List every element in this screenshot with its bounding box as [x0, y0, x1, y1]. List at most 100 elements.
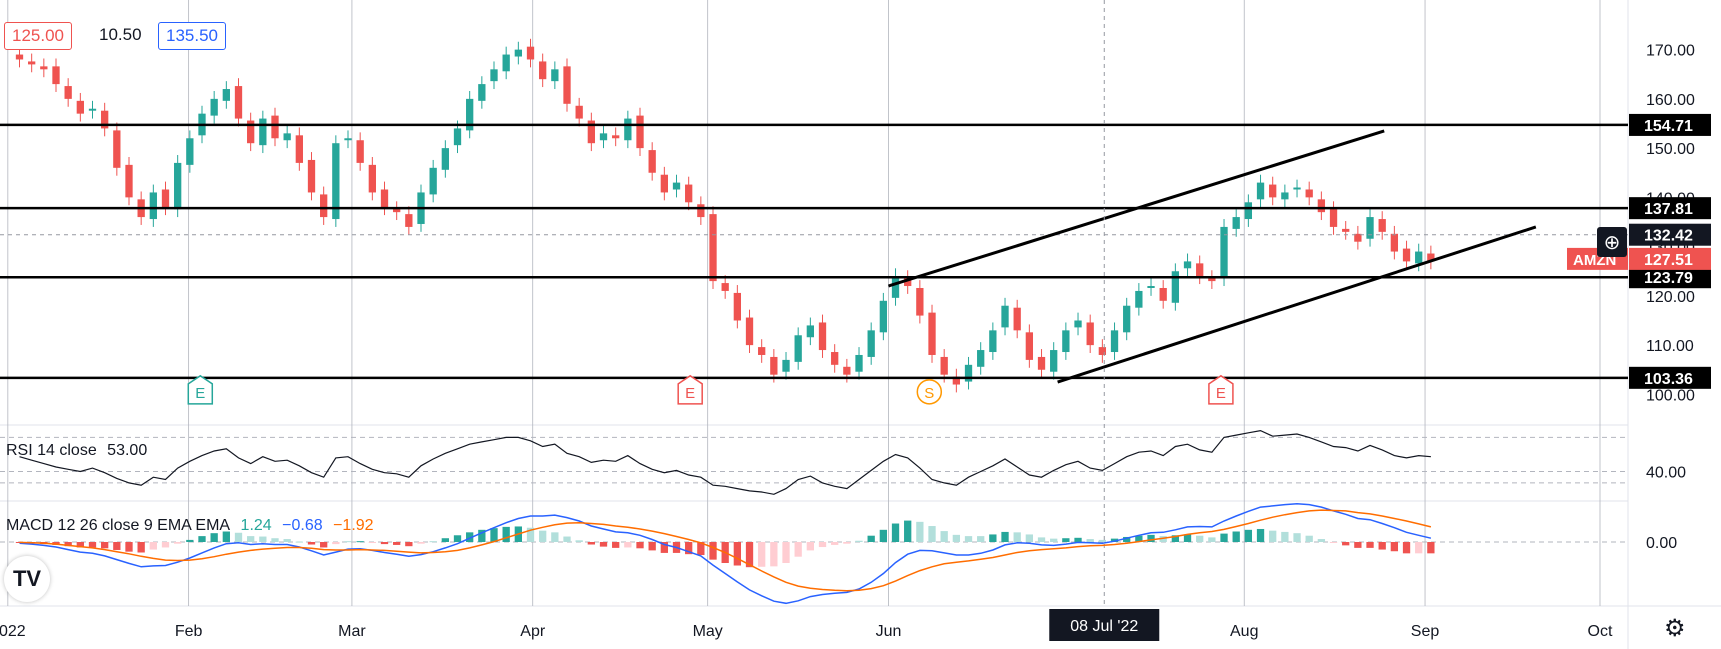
macd-histogram-bar [539, 530, 547, 542]
macd-histogram-bar [612, 542, 620, 548]
candle-body [1159, 287, 1167, 301]
macd-value: 1.24 [240, 517, 272, 534]
candle-body [697, 204, 705, 218]
rsi-legend: RSI 14 close 53.00 [6, 442, 153, 460]
candle-body [879, 300, 888, 333]
date-cursor-tag [1049, 609, 1160, 641]
candle-body [1329, 209, 1338, 227]
candle-body [101, 110, 109, 129]
candle-body [952, 376, 961, 385]
macd-histogram-bar [1037, 537, 1046, 542]
macd-histogram-bar [782, 542, 790, 563]
macd-histogram-bar [1329, 542, 1338, 543]
candle-body [672, 182, 681, 190]
legend-spread: 10.50 [92, 22, 149, 48]
x-tick-label: Aug [1230, 623, 1258, 640]
macd-histogram-bar [904, 520, 912, 542]
macd-histogram-bar [502, 526, 510, 542]
macd-histogram-bar [964, 536, 973, 542]
price-level-label: 154.71 [1644, 118, 1693, 135]
rsi-value: 53.00 [107, 442, 148, 459]
candle-body [904, 278, 912, 287]
candle-body [52, 66, 60, 85]
event-label: E [1216, 385, 1226, 402]
candle-body [1208, 278, 1216, 282]
candle-body [478, 84, 486, 101]
candle-body [709, 214, 717, 282]
y-tick-label: 100.00 [1646, 387, 1695, 404]
macd-histogram-bar [490, 528, 498, 542]
tradingview-logo[interactable]: TV [4, 556, 50, 602]
macd-histogram-bar [344, 541, 352, 543]
macd-histogram-bar [307, 542, 316, 545]
macd-histogram-bar [636, 542, 644, 549]
candle-body [1232, 217, 1240, 229]
price-level-tag [1629, 366, 1711, 389]
candle-body [368, 164, 376, 193]
last-price-label: 127.51 [1644, 252, 1693, 269]
candle-body [989, 330, 997, 353]
macd-histogram-bar [1086, 539, 1094, 542]
macd-histogram-bar [977, 536, 985, 542]
candle-body [1123, 305, 1131, 333]
candle-body [1342, 228, 1350, 232]
candle-body [551, 69, 559, 82]
macd-histogram-bar [745, 542, 754, 568]
candle-body [660, 174, 668, 193]
candle-body [1402, 248, 1411, 262]
macd-histogram-bar [660, 542, 668, 553]
gear-icon[interactable]: ⚙ [1664, 615, 1686, 642]
candle-body [1354, 233, 1362, 242]
macd-histogram-bar [1378, 542, 1386, 550]
macd-histogram-bar [295, 541, 303, 543]
rsi-label: RSI 14 close [6, 442, 97, 459]
macd-histogram-bar [1196, 535, 1204, 542]
macd-histogram-bar [1013, 532, 1021, 542]
candle-body [76, 100, 84, 114]
candle-body [685, 184, 693, 203]
x-tick-label: Feb [175, 623, 203, 640]
macd-histogram-bar [697, 542, 705, 556]
x-tick-label: May [693, 623, 723, 640]
macd-histogram-bar [1244, 529, 1253, 542]
candle-body [186, 138, 194, 165]
macd-histogram-bar [1001, 531, 1009, 542]
x-tick-label: Apr [520, 623, 546, 640]
candle-body [770, 356, 778, 375]
macd-histogram-bar [952, 534, 961, 542]
macd-histogram-bar [879, 529, 888, 542]
candle-body [502, 54, 510, 72]
candle-body [867, 330, 875, 357]
macd-histogram-bar [1232, 531, 1240, 542]
macd-histogram-bar [234, 532, 243, 542]
legend-right-text: 135.50 [166, 26, 218, 45]
candle-body [453, 128, 462, 146]
signal-line [19, 509, 1432, 592]
macd-histogram-bar [1390, 542, 1399, 552]
price-level-label: 123.79 [1644, 270, 1693, 287]
macd-histogram-bar [891, 523, 900, 542]
macd-histogram-bar [806, 542, 815, 551]
macd-histogram-bar [709, 542, 717, 560]
y-tick-label: 110.00 [1646, 338, 1694, 355]
macd-histogram-bar [1110, 538, 1119, 542]
macd-histogram-bar [770, 542, 778, 567]
candle-body [307, 159, 316, 193]
y-tick-label: 160.00 [1646, 92, 1695, 109]
macd-histogram-bar [928, 526, 936, 542]
add-crosshair-icon[interactable]: ⊕ [1597, 227, 1627, 257]
macd-histogram-bar [685, 542, 693, 555]
macd-histogram-bar [1123, 536, 1131, 542]
macd-histogram-bar [125, 542, 133, 552]
candle-body [283, 133, 291, 141]
macd-label: MACD 12 26 close 9 EMA EMA [6, 517, 231, 534]
candle-body [149, 192, 157, 220]
rsi-line [19, 429, 1431, 495]
candle-body [855, 354, 863, 372]
macd-histogram-bar [429, 541, 437, 543]
macd-histogram-bar [758, 542, 766, 567]
candle-body [1050, 350, 1058, 372]
price-level-tag [1629, 113, 1711, 136]
macd-histogram-bar [247, 536, 255, 542]
